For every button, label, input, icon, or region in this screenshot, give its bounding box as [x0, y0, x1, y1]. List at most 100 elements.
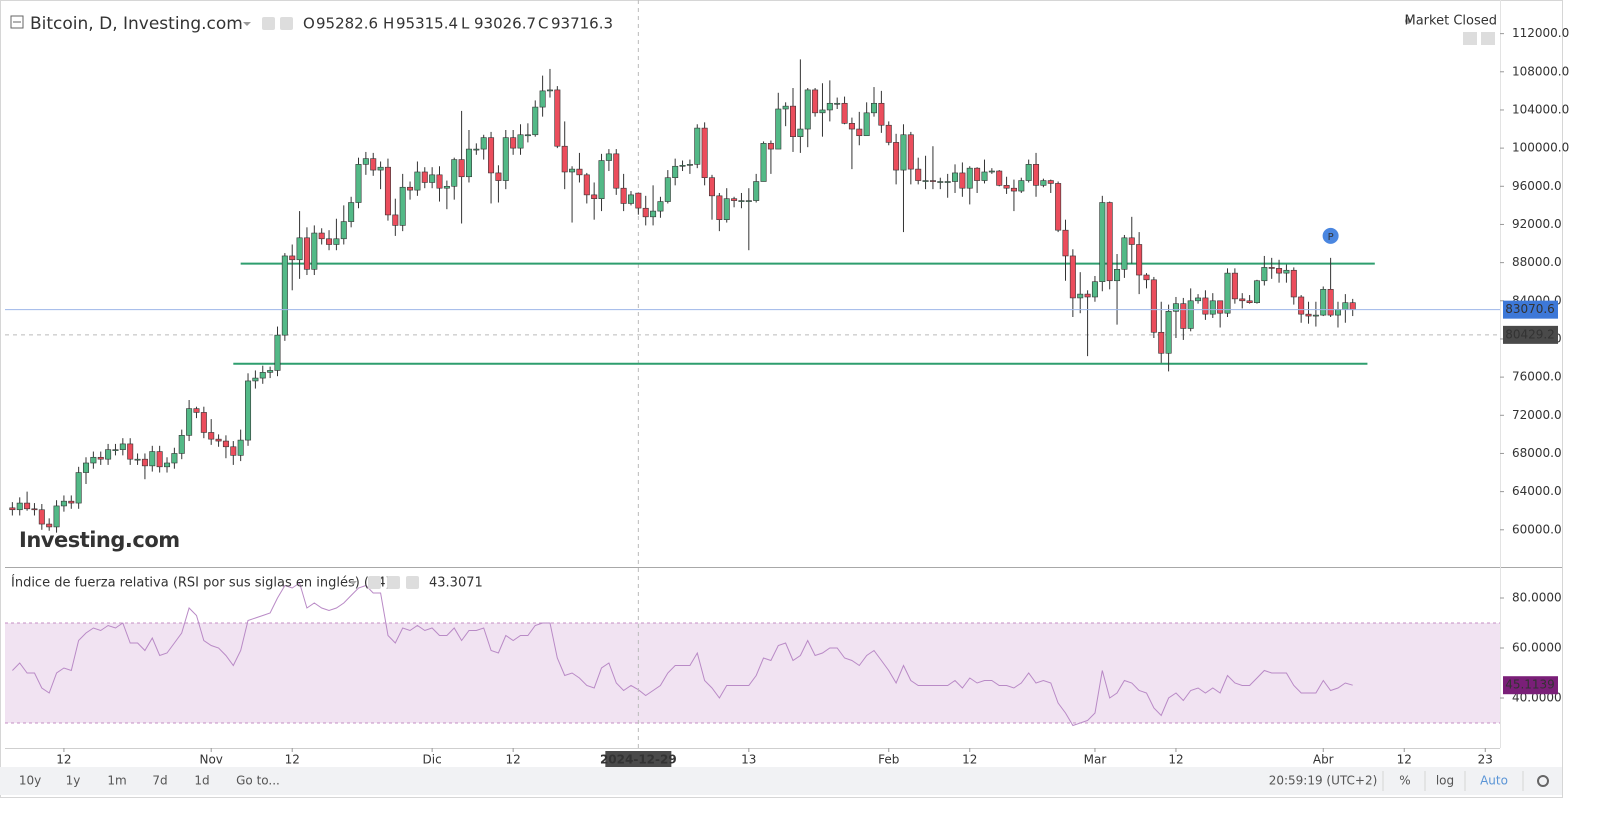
candle-body	[1253, 280, 1260, 303]
candle-body	[907, 134, 914, 170]
candle-body	[333, 238, 340, 245]
candle-body	[753, 181, 760, 201]
candle-body	[804, 89, 811, 130]
last-price-box	[1503, 300, 1558, 319]
candle-body	[1180, 303, 1187, 329]
candle-body	[156, 451, 163, 468]
candle-body	[171, 453, 178, 464]
candle-body	[1172, 303, 1179, 312]
y-tick-label: 104000.0	[1512, 102, 1569, 116]
candle-body	[1334, 309, 1341, 316]
candle-body	[605, 153, 612, 161]
candle-body	[1055, 183, 1062, 231]
candle-body	[1268, 267, 1275, 269]
visibility-icon[interactable]	[262, 17, 275, 30]
scroll-up-icon[interactable]	[1481, 32, 1495, 45]
candle-body	[929, 180, 936, 182]
candle-body	[193, 408, 200, 413]
candle-body	[1209, 300, 1216, 315]
candle-body	[613, 153, 620, 189]
x-tick-label: 13	[741, 753, 756, 767]
candle-body	[745, 200, 752, 202]
candle-body	[1077, 293, 1084, 299]
rsi-dropdown[interactable]	[349, 581, 357, 585]
x-tick-label: Abr	[1313, 753, 1334, 767]
candle-body	[863, 112, 870, 137]
scale-option[interactable]: Auto	[1480, 774, 1508, 788]
candle-body	[1276, 268, 1283, 274]
candle-body	[1305, 313, 1312, 317]
scroll-down-icon[interactable]	[1463, 32, 1477, 45]
candle-body	[414, 171, 421, 191]
candle-body	[355, 164, 362, 203]
candle-body	[200, 412, 207, 433]
range-button[interactable]: 1d	[194, 774, 209, 788]
collapse-icon[interactable]	[10, 15, 24, 29]
x-tick-label: 12	[962, 753, 977, 767]
rsi-close-icon[interactable]	[406, 576, 419, 589]
candle-body	[245, 380, 252, 441]
range-button[interactable]: 7d	[152, 774, 167, 788]
y-tick-label: 112000.0	[1512, 26, 1569, 40]
candle-body	[134, 458, 141, 461]
candle-body	[1202, 297, 1209, 315]
candle-body	[495, 172, 502, 181]
candle-body	[900, 134, 907, 171]
candle-body	[1114, 269, 1121, 282]
range-button[interactable]: 1y	[66, 774, 81, 788]
candle-body	[384, 166, 391, 216]
x-tick-label: 12	[1397, 753, 1412, 767]
candle-body	[480, 137, 487, 150]
candle-body	[1136, 244, 1143, 276]
candle-body	[443, 185, 450, 189]
scale-option[interactable]: %	[1399, 774, 1410, 788]
candle-body	[893, 142, 900, 171]
candle-body	[237, 439, 244, 456]
settings-gear[interactable]	[1537, 775, 1549, 787]
candle-body	[561, 145, 568, 173]
candle-body	[429, 174, 436, 183]
candle-body	[856, 128, 863, 137]
candle-body	[848, 123, 855, 130]
toolbar	[0, 767, 1562, 795]
title-dropdown[interactable]	[243, 22, 251, 26]
ohlc-value: 93716.3	[551, 15, 613, 33]
candle-body	[38, 509, 45, 525]
marker[interactable]	[1322, 227, 1339, 244]
goto-button[interactable]: Go to...	[236, 774, 280, 788]
ohlc-value: 93026.7	[474, 15, 536, 33]
candle-body	[716, 195, 723, 220]
candle-body	[1091, 281, 1098, 298]
candle-body	[878, 102, 885, 126]
clock: 20:59:19 (UTC+2)	[1269, 774, 1378, 788]
rsi-visibility-icon[interactable]	[368, 576, 381, 589]
candle-body	[465, 148, 472, 178]
range-button[interactable]: 1m	[107, 774, 126, 788]
candle-body	[775, 108, 782, 150]
candle-body	[598, 160, 605, 199]
candle-body	[1062, 229, 1069, 257]
scale-option[interactable]: log	[1436, 774, 1454, 788]
candle-body	[524, 134, 531, 137]
candle-body	[488, 137, 495, 174]
settings-icon[interactable]	[280, 17, 293, 30]
rsi-settings-icon[interactable]	[387, 576, 400, 589]
candle-body	[583, 174, 590, 196]
candle-body	[1312, 314, 1319, 317]
range-button[interactable]: 10y	[19, 774, 41, 788]
rsi-header: 43.3071	[429, 576, 483, 591]
candle-body	[1040, 180, 1047, 186]
frame	[0, 0, 1563, 798]
candle-body	[1128, 237, 1135, 245]
candle-body	[1187, 300, 1194, 329]
candle-body	[871, 102, 878, 114]
y-tick-label: 100000.0	[1512, 141, 1569, 155]
candle-body	[178, 435, 185, 454]
candle-body	[75, 472, 82, 504]
candle-body	[952, 172, 959, 182]
candle-body	[723, 198, 730, 220]
candle-body	[738, 200, 745, 202]
candle-body	[922, 180, 929, 182]
rsi-line	[12, 582, 1353, 727]
